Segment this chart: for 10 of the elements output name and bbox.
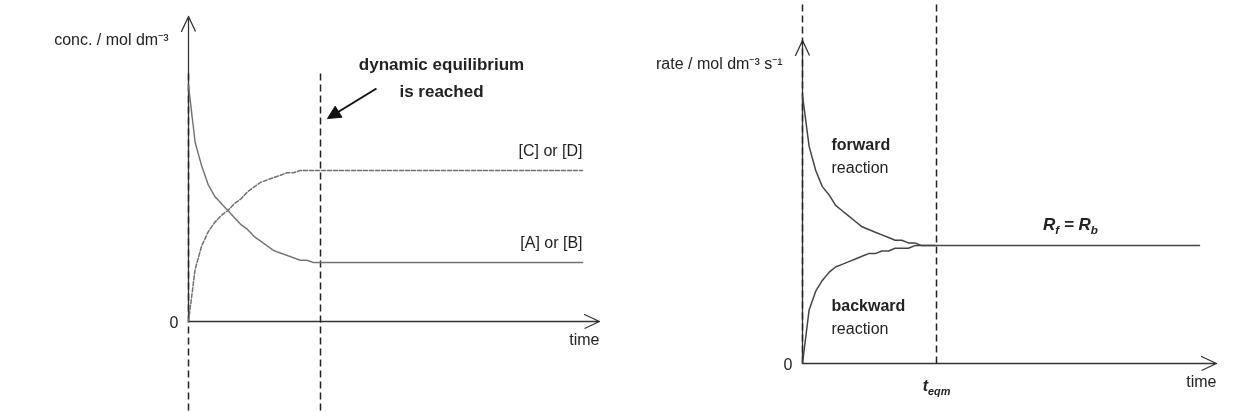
y-axis-title: rate / mol dm⁻³ s⁻¹ xyxy=(656,55,783,72)
text: 0 xyxy=(783,355,793,373)
text: 0 xyxy=(169,313,179,331)
annotation: dynamic equilibrium is reached xyxy=(358,55,525,101)
x-axis-title: time xyxy=(569,331,600,348)
x-axis-title: time xyxy=(1186,373,1217,390)
series-label: [C] or [D] xyxy=(518,141,583,159)
y-axis-title: conc. / mol dm⁻³ xyxy=(54,31,170,48)
series-label: backward reaction xyxy=(831,297,906,337)
series-label: [A] or [B] xyxy=(520,234,583,251)
